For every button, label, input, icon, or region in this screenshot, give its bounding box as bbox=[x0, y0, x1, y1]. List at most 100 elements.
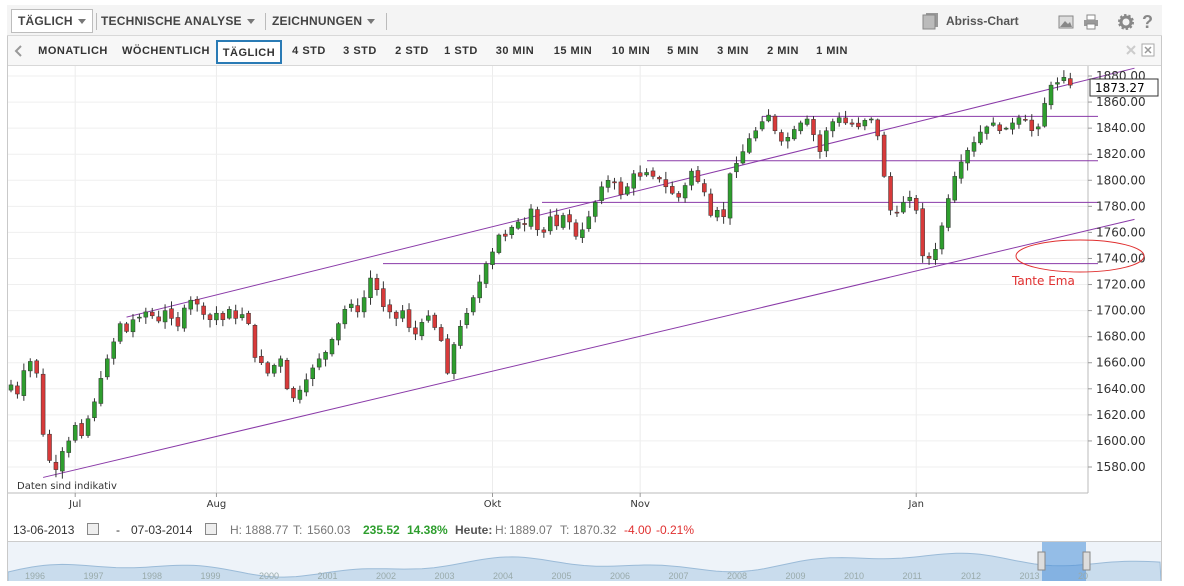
candle bbox=[612, 177, 617, 190]
close-icon[interactable] bbox=[1125, 44, 1137, 56]
candle bbox=[426, 310, 431, 323]
interval-15-min[interactable]: 15 MIN bbox=[553, 45, 593, 57]
interval-2-std[interactable]: 2 STD bbox=[395, 45, 429, 57]
interval-2-min[interactable]: 2 MIN bbox=[767, 45, 799, 57]
technical-analysis-menu[interactable]: TECHNISCHE ANALYSE bbox=[101, 11, 255, 31]
y-tick-label: 1800.00 bbox=[1096, 173, 1146, 187]
abriss-chart-label: Abriss-Chart bbox=[946, 14, 1019, 28]
y-tick-label: 1640.00 bbox=[1096, 382, 1146, 396]
candle bbox=[239, 307, 245, 321]
y-tick-label: 1580.00 bbox=[1096, 460, 1146, 474]
candle bbox=[913, 195, 919, 215]
gear-icon[interactable] bbox=[1118, 14, 1134, 30]
candle bbox=[830, 118, 836, 138]
help-icon[interactable]: ? bbox=[1140, 12, 1156, 32]
candle bbox=[804, 115, 810, 127]
candle bbox=[432, 312, 437, 331]
candle bbox=[785, 132, 791, 149]
date-to[interactable]: 07-03-2014 bbox=[131, 523, 193, 537]
candle bbox=[907, 190, 913, 208]
candle bbox=[843, 110, 848, 125]
interval-3-min[interactable]: 3 MIN bbox=[717, 45, 749, 57]
candle bbox=[355, 298, 360, 318]
image-icon[interactable] bbox=[1058, 14, 1074, 30]
y-tick-label: 1740.00 bbox=[1096, 251, 1146, 265]
candle bbox=[1061, 70, 1067, 84]
today-high: 1889.07 bbox=[509, 523, 553, 537]
interval-1-std[interactable]: 1 STD bbox=[444, 45, 478, 57]
candle bbox=[965, 147, 970, 171]
candle bbox=[708, 188, 714, 218]
interval-5-min[interactable]: 5 MIN bbox=[667, 45, 699, 57]
candle bbox=[573, 219, 579, 240]
change-value: 235.52 bbox=[363, 523, 400, 537]
candle bbox=[124, 321, 129, 334]
candle bbox=[670, 181, 675, 195]
low-label: T: bbox=[293, 523, 303, 537]
candle bbox=[252, 323, 258, 363]
time-navigator[interactable]: 1996 1997 1998 1999 2000 2001 2002 2003 2004 2005… bbox=[8, 541, 1161, 581]
candle bbox=[522, 217, 527, 232]
candle bbox=[618, 177, 624, 200]
candle bbox=[933, 242, 938, 265]
period-menu-label: TÄGLICH bbox=[18, 14, 73, 28]
candle bbox=[747, 133, 752, 155]
interval-1-min[interactable]: 1 MIN bbox=[816, 45, 848, 57]
candle bbox=[580, 222, 585, 243]
candle bbox=[1048, 81, 1054, 110]
interval-wöchentlich[interactable]: WÖCHENTLICH bbox=[122, 45, 210, 57]
y-tick-label: 1620.00 bbox=[1096, 408, 1146, 422]
candle bbox=[470, 295, 476, 316]
drawings-menu[interactable]: ZEICHNUNGEN bbox=[272, 11, 376, 31]
date-from[interactable]: 13-06-2013 bbox=[13, 523, 75, 537]
interval-bar: MONATLICH WÖCHENTLICH TÄGLICH 4 STD 3 STD 2 S… bbox=[8, 36, 1161, 66]
y-tick-label: 1660.00 bbox=[1096, 356, 1146, 370]
info-bar: 13-06-2013 - 07-03-2014 H: 1888.77 T: 15… bbox=[13, 523, 695, 537]
abriss-chart-button[interactable]: Abriss-Chart bbox=[922, 12, 1019, 30]
interval-30-min[interactable]: 30 MIN bbox=[495, 45, 535, 57]
candle bbox=[34, 359, 39, 378]
candle bbox=[451, 341, 457, 380]
chevron-down-icon bbox=[367, 19, 376, 25]
calendar-icon[interactable] bbox=[87, 523, 99, 535]
candle bbox=[1016, 114, 1022, 129]
candle bbox=[381, 281, 386, 312]
candle bbox=[458, 320, 463, 349]
maximize-icon[interactable] bbox=[1141, 43, 1155, 57]
navigator-year: 2013 bbox=[1019, 571, 1040, 581]
drawings-menu-label: ZEICHNUNGEN bbox=[272, 14, 363, 28]
candle bbox=[188, 296, 194, 315]
candle bbox=[592, 200, 598, 223]
today-change: -4.00 bbox=[624, 523, 652, 537]
y-tick-label: 1600.00 bbox=[1096, 434, 1146, 448]
price-chart[interactable]: 1580.00 1600.00 1620.00 1640.00 1660.00 1680.… bbox=[0, 0, 1184, 518]
candle bbox=[920, 202, 925, 263]
candle bbox=[695, 166, 701, 184]
candle bbox=[445, 334, 450, 375]
navigator-year: 1999 bbox=[200, 571, 221, 581]
candle bbox=[1035, 123, 1041, 137]
interval-4-std[interactable]: 4 STD bbox=[292, 45, 326, 57]
candle bbox=[72, 422, 78, 443]
x-tick-label: Jul bbox=[68, 499, 81, 510]
y-tick-label: 1820.00 bbox=[1096, 147, 1146, 161]
navigator-year: 2011 bbox=[902, 571, 922, 581]
interval-monatlich[interactable]: MONATLICH bbox=[38, 45, 108, 57]
interval-10-min[interactable]: 10 MIN bbox=[611, 45, 651, 57]
calendar-icon[interactable] bbox=[205, 523, 217, 535]
navigator-year: 2005 bbox=[551, 571, 572, 581]
chart-grid bbox=[8, 66, 1089, 494]
navigator-year: 2007 bbox=[668, 571, 689, 581]
interval-3-std[interactable]: 3 STD bbox=[343, 45, 377, 57]
candle bbox=[137, 313, 142, 323]
interval-täglich[interactable]: TÄGLICH bbox=[216, 40, 282, 64]
candle bbox=[586, 210, 592, 232]
candle bbox=[438, 324, 444, 343]
chevron-left-icon[interactable] bbox=[14, 45, 24, 57]
period-menu[interactable]: TÄGLICH bbox=[11, 9, 93, 33]
navigator-year: 20 bbox=[1078, 571, 1089, 581]
channel-line-lower bbox=[42, 218, 1135, 478]
candle bbox=[1068, 72, 1073, 89]
y-tick-label: 1860.00 bbox=[1096, 95, 1146, 109]
print-icon[interactable] bbox=[1083, 14, 1099, 30]
